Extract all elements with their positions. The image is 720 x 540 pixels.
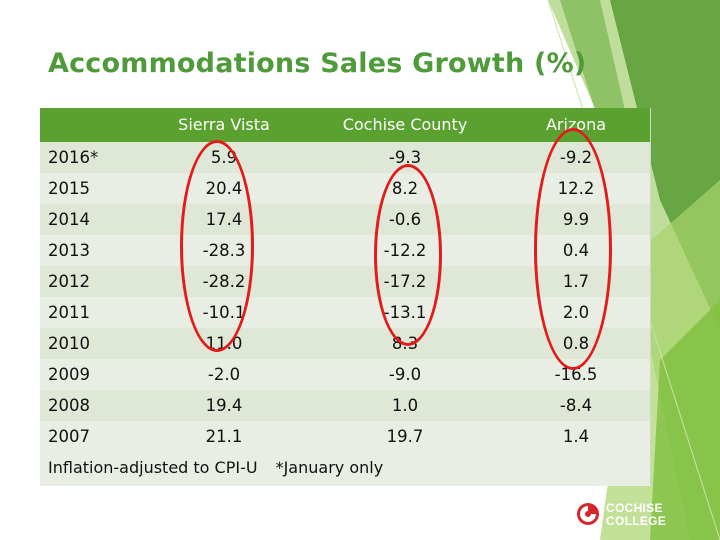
header-cell	[48, 108, 138, 142]
footnote-january: *January only	[275, 458, 384, 477]
year-cell: 2011	[48, 303, 90, 322]
year-cell: 2016*	[48, 148, 99, 167]
value-cell: 19.4	[205, 396, 243, 415]
year-cell: 2010	[48, 334, 90, 353]
value-cell: 1.4	[562, 427, 590, 446]
header-cell-cochise-county: Cochise County	[342, 115, 468, 134]
value-cell: 19.7	[386, 427, 424, 446]
header-cell-arizona: Arizona	[545, 115, 607, 134]
value-cell: 1.0	[391, 396, 419, 415]
year-cell: 2008	[48, 396, 90, 415]
logo-text: COCHISE COLLEGE	[606, 502, 666, 528]
year-cell: 2015	[48, 179, 90, 198]
table-row: 2007 21.1 19.7 1.4	[40, 421, 650, 452]
year-cell: 2009	[48, 365, 90, 384]
value-cell: -9.3	[388, 148, 422, 167]
year-cell: 2012	[48, 272, 90, 291]
table-footnotes: Inflation-adjusted to CPI-U *January only	[48, 458, 383, 477]
footnote-inflation: Inflation-adjusted to CPI-U	[48, 458, 258, 477]
value-cell: -2.0	[207, 365, 241, 384]
slide-title: Accommodations Sales Growth (%)	[48, 48, 587, 79]
table-row: 2009 -2.0 -9.0 -16.5	[40, 359, 650, 390]
value-cell: -16.5	[554, 365, 598, 384]
value-cell: -8.4	[559, 396, 593, 415]
highlight-oval-cochise-county	[374, 164, 442, 346]
header-cell-sierra-vista: Sierra Vista	[178, 115, 270, 134]
highlight-oval-arizona	[534, 128, 612, 370]
table-header-row: Sierra Vista Cochise County Arizona	[40, 108, 650, 142]
table-row: 2008 19.4 1.0 -8.4	[40, 390, 650, 421]
value-cell: 21.1	[205, 427, 243, 446]
logo-text-line2: COLLEGE	[606, 514, 667, 528]
year-cell: 2013	[48, 241, 90, 260]
year-cell: 2014	[48, 210, 90, 229]
value-cell: -9.0	[388, 365, 422, 384]
logo-text-line1: COCHISE	[606, 501, 663, 515]
year-cell: 2007	[48, 427, 90, 446]
cochise-college-logo	[574, 500, 602, 528]
highlight-oval-sierra-vista	[180, 140, 254, 352]
